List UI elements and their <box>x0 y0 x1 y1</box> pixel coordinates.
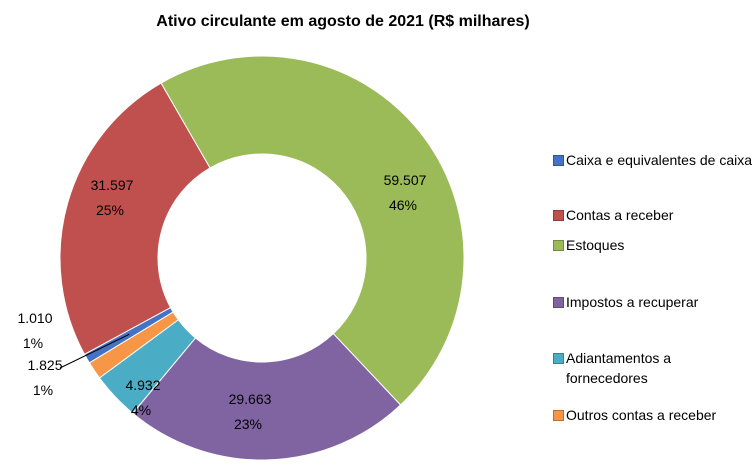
percent-label: 46% <box>389 197 417 213</box>
data-label: 59.507 <box>384 172 427 188</box>
data-label: 4.932 <box>125 377 160 393</box>
legend-label: Outros contas a receber <box>566 407 717 423</box>
legend-swatch <box>553 240 564 251</box>
legend-swatch <box>553 210 564 221</box>
data-label: 1.010 <box>17 310 52 326</box>
legend-swatch <box>553 353 564 364</box>
leader-line <box>59 333 130 369</box>
chart-title: Ativo circulante em agosto de 2021 (R$ m… <box>156 13 529 30</box>
legend-label: Caixa e equivalentes de caixa <box>566 152 753 168</box>
data-label: 31.597 <box>91 177 134 193</box>
percent-label: 25% <box>96 202 124 218</box>
data-label: 1.825 <box>27 357 62 373</box>
legend-label: Impostos a recuperar <box>566 294 699 310</box>
legend-label: Adiantamentos a fornecedores <box>566 350 672 386</box>
percent-label: 23% <box>234 416 262 432</box>
slice <box>132 332 402 461</box>
legend-label: Contas a receber <box>566 207 674 223</box>
slice <box>59 82 211 355</box>
slice <box>160 55 465 406</box>
percent-label: 4% <box>131 402 151 418</box>
percent-label: 1% <box>33 382 53 398</box>
slice <box>88 311 180 379</box>
percent-label: 1% <box>23 335 43 351</box>
legend-swatch <box>553 155 564 166</box>
legend-swatch <box>553 410 564 421</box>
data-label: 29.663 <box>229 391 272 407</box>
legend-label: Estoques <box>566 237 625 253</box>
legend-swatch <box>553 297 564 308</box>
